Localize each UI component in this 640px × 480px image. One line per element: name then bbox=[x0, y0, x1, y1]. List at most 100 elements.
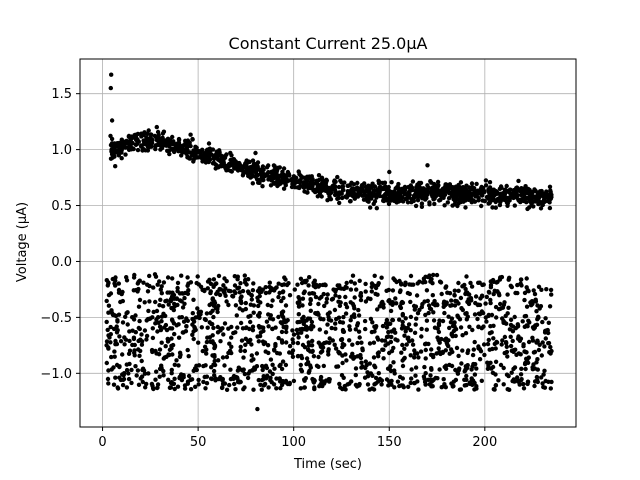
data-point bbox=[109, 72, 114, 77]
data-point bbox=[522, 297, 527, 303]
data-point bbox=[109, 354, 114, 360]
data-point bbox=[343, 352, 348, 357]
data-point bbox=[487, 347, 492, 352]
data-point bbox=[423, 356, 428, 361]
data-point bbox=[114, 324, 119, 329]
data-point bbox=[129, 380, 134, 386]
data-point bbox=[403, 329, 408, 334]
data-point bbox=[379, 301, 384, 306]
data-point bbox=[372, 363, 377, 368]
data-point bbox=[169, 371, 174, 376]
data-point bbox=[150, 326, 155, 331]
data-point bbox=[455, 191, 460, 196]
data-point bbox=[111, 149, 116, 154]
data-point bbox=[290, 328, 295, 333]
data-point bbox=[314, 363, 320, 368]
data-point bbox=[513, 191, 519, 196]
data-point bbox=[458, 195, 463, 200]
data-point bbox=[333, 346, 339, 351]
data-point bbox=[350, 342, 355, 347]
data-point bbox=[379, 275, 384, 280]
data-point bbox=[449, 298, 454, 303]
data-point bbox=[257, 333, 263, 339]
data-point bbox=[423, 312, 428, 318]
x-tick-label: 100 bbox=[281, 435, 306, 450]
data-point bbox=[509, 284, 514, 290]
data-point bbox=[342, 180, 347, 185]
data-point bbox=[353, 366, 359, 371]
data-point bbox=[192, 324, 197, 330]
data-point bbox=[456, 301, 461, 306]
data-point bbox=[104, 298, 109, 304]
data-point bbox=[311, 283, 316, 288]
data-point bbox=[532, 291, 538, 297]
data-point bbox=[316, 340, 321, 345]
data-point bbox=[493, 359, 499, 364]
data-point bbox=[139, 339, 145, 344]
data-point bbox=[507, 387, 512, 392]
data-point bbox=[504, 183, 509, 189]
data-point bbox=[211, 368, 217, 374]
data-point bbox=[371, 201, 376, 207]
data-point bbox=[393, 296, 398, 301]
data-point bbox=[124, 138, 129, 144]
data-point bbox=[247, 326, 252, 332]
data-point bbox=[176, 335, 182, 340]
data-point bbox=[505, 311, 510, 316]
data-point bbox=[549, 194, 554, 200]
data-point bbox=[452, 288, 457, 293]
data-point bbox=[307, 291, 312, 296]
data-point bbox=[421, 374, 427, 379]
data-point bbox=[322, 340, 327, 346]
data-point bbox=[170, 276, 175, 281]
data-point bbox=[536, 347, 542, 353]
data-point bbox=[161, 280, 167, 285]
data-point bbox=[425, 163, 430, 168]
data-point bbox=[231, 330, 236, 336]
data-point bbox=[336, 184, 342, 190]
data-point bbox=[240, 308, 245, 313]
data-point bbox=[376, 337, 381, 342]
data-point bbox=[526, 289, 531, 294]
data-point bbox=[414, 185, 419, 190]
data-point bbox=[490, 205, 495, 210]
data-point bbox=[418, 349, 424, 354]
data-point bbox=[524, 304, 530, 309]
data-point bbox=[137, 297, 143, 303]
data-point bbox=[332, 342, 337, 347]
data-point bbox=[348, 287, 354, 292]
data-point bbox=[442, 188, 448, 193]
data-point bbox=[114, 330, 120, 335]
data-point bbox=[282, 275, 287, 280]
x-tick-label: 200 bbox=[472, 435, 497, 450]
data-point bbox=[185, 138, 191, 143]
data-point bbox=[233, 290, 238, 296]
data-point bbox=[401, 188, 406, 193]
data-point bbox=[452, 320, 457, 325]
data-point bbox=[436, 323, 442, 328]
data-point bbox=[404, 196, 409, 201]
data-point bbox=[397, 383, 402, 389]
data-point bbox=[113, 342, 118, 347]
data-point bbox=[420, 301, 425, 307]
data-point bbox=[272, 181, 277, 186]
data-point bbox=[146, 308, 151, 314]
data-point bbox=[185, 147, 190, 153]
data-point bbox=[131, 336, 137, 342]
data-point bbox=[388, 321, 393, 326]
data-point bbox=[353, 327, 358, 332]
data-point bbox=[414, 293, 420, 298]
data-point bbox=[295, 185, 300, 190]
data-point bbox=[462, 282, 467, 288]
data-point bbox=[386, 298, 391, 304]
data-point bbox=[297, 319, 302, 325]
data-point bbox=[479, 309, 485, 314]
data-point bbox=[166, 352, 171, 357]
data-point bbox=[408, 314, 414, 320]
data-point bbox=[167, 347, 173, 352]
data-point bbox=[190, 316, 195, 322]
data-point bbox=[109, 118, 115, 123]
data-point bbox=[154, 369, 159, 374]
data-point bbox=[224, 279, 229, 284]
data-point bbox=[260, 170, 265, 175]
